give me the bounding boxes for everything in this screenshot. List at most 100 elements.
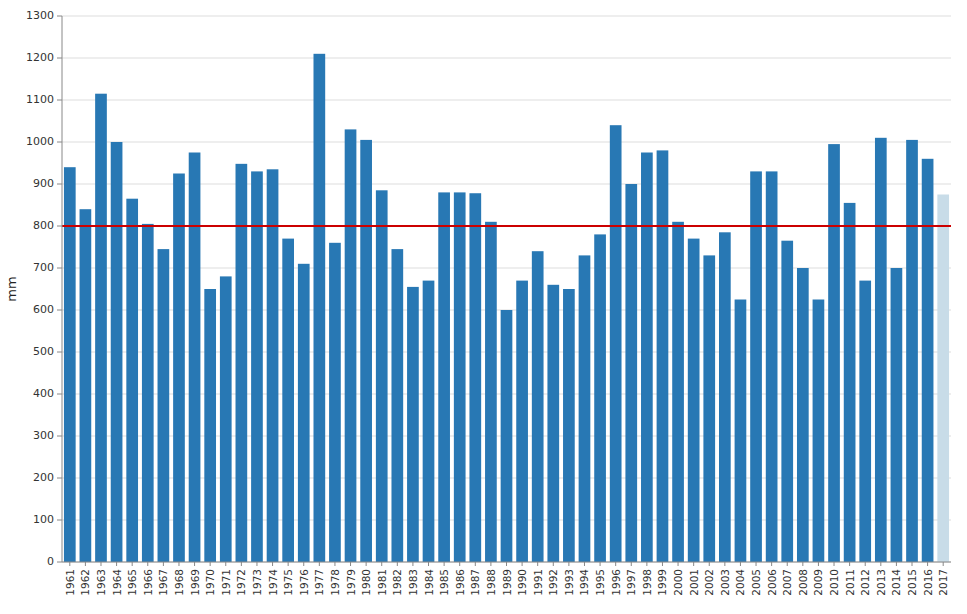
bar bbox=[875, 138, 887, 562]
y-tick bbox=[57, 58, 62, 59]
x-tick-label: 1993 bbox=[563, 569, 575, 596]
x-tick bbox=[490, 562, 491, 566]
bar bbox=[735, 300, 747, 563]
x-tick-label: 1997 bbox=[625, 569, 637, 596]
y-tick-label: 800 bbox=[33, 219, 54, 232]
y-tick bbox=[57, 352, 62, 353]
bar bbox=[688, 239, 700, 562]
x-tick bbox=[69, 562, 70, 566]
x-tick-label: 1977 bbox=[313, 569, 325, 596]
x-tick-label: 2000 bbox=[672, 569, 684, 596]
grid-line bbox=[62, 16, 951, 17]
x-tick bbox=[740, 562, 741, 566]
bar bbox=[407, 287, 419, 562]
y-tick-label: 1100 bbox=[26, 93, 54, 106]
x-tick-label: 2012 bbox=[859, 569, 871, 596]
x-tick bbox=[896, 562, 897, 566]
x-tick bbox=[272, 562, 273, 566]
x-tick bbox=[880, 562, 881, 566]
x-tick-label: 1968 bbox=[173, 569, 185, 596]
bar bbox=[719, 232, 731, 562]
y-axis-line bbox=[62, 16, 63, 562]
x-tick bbox=[678, 562, 679, 566]
x-tick bbox=[256, 562, 257, 566]
reference-line bbox=[62, 225, 951, 227]
x-tick-label: 1990 bbox=[516, 569, 528, 596]
x-tick bbox=[506, 562, 507, 566]
x-tick-label: 1979 bbox=[345, 569, 357, 596]
x-tick-label: 2016 bbox=[922, 569, 934, 596]
x-tick bbox=[522, 562, 523, 566]
y-tick-label: 1000 bbox=[26, 135, 54, 148]
x-tick-label: 2008 bbox=[797, 569, 809, 596]
x-tick bbox=[381, 562, 382, 566]
bar bbox=[173, 174, 185, 563]
x-tick-label: 2004 bbox=[734, 569, 746, 596]
y-tick-label: 0 bbox=[47, 555, 54, 568]
bar bbox=[345, 129, 357, 562]
bar bbox=[267, 169, 279, 562]
bar bbox=[563, 289, 575, 562]
x-tick-label: 1999 bbox=[656, 569, 668, 596]
x-tick bbox=[771, 562, 772, 566]
x-tick bbox=[912, 562, 913, 566]
bar bbox=[641, 153, 653, 563]
bar bbox=[485, 222, 497, 562]
x-tick-label: 1983 bbox=[407, 569, 419, 596]
x-tick bbox=[366, 562, 367, 566]
x-tick bbox=[288, 562, 289, 566]
bar bbox=[937, 195, 949, 563]
x-tick-label: 1971 bbox=[220, 569, 232, 596]
x-tick bbox=[459, 562, 460, 566]
x-tick bbox=[646, 562, 647, 566]
grid-line bbox=[62, 142, 951, 143]
x-tick-label: 1975 bbox=[282, 569, 294, 596]
x-tick bbox=[631, 562, 632, 566]
x-tick-label: 2003 bbox=[719, 569, 731, 596]
bar bbox=[922, 159, 934, 562]
x-tick-label: 2005 bbox=[750, 569, 762, 596]
x-tick-label: 1994 bbox=[578, 569, 590, 596]
y-axis-label: mm bbox=[4, 276, 19, 301]
x-tick-label: 1961 bbox=[64, 569, 76, 596]
x-tick bbox=[756, 562, 757, 566]
x-tick bbox=[709, 562, 710, 566]
bar bbox=[189, 153, 201, 563]
bar bbox=[126, 199, 138, 562]
x-tick-label: 1991 bbox=[532, 569, 544, 596]
bar bbox=[501, 310, 513, 562]
x-tick-label: 2002 bbox=[703, 569, 715, 596]
bar bbox=[329, 243, 341, 562]
bar bbox=[813, 300, 825, 563]
x-tick-label: 1996 bbox=[610, 569, 622, 596]
x-tick bbox=[834, 562, 835, 566]
grid-line bbox=[62, 226, 951, 227]
x-tick-label: 2017 bbox=[937, 569, 949, 596]
x-tick-label: 1963 bbox=[95, 569, 107, 596]
x-tick-label: 2014 bbox=[890, 569, 902, 596]
x-tick-label: 1992 bbox=[547, 569, 559, 596]
y-tick bbox=[57, 142, 62, 143]
x-tick-label: 1962 bbox=[79, 569, 91, 596]
bar bbox=[797, 268, 809, 562]
y-axis: 0100200300400500600700800900100011001200… bbox=[26, 9, 951, 568]
x-tick-label: 1998 bbox=[641, 569, 653, 596]
y-tick-label: 100 bbox=[33, 513, 54, 526]
bar bbox=[313, 54, 325, 562]
x-tick-label: 1980 bbox=[360, 569, 372, 596]
x-tick bbox=[147, 562, 148, 566]
x-tick-label: 1989 bbox=[501, 569, 513, 596]
x-tick-label: 1969 bbox=[189, 569, 201, 596]
grid-line bbox=[62, 58, 951, 59]
bar bbox=[579, 255, 591, 562]
bar bbox=[828, 144, 840, 562]
bar bbox=[282, 239, 294, 562]
bar bbox=[376, 190, 388, 562]
bar bbox=[438, 192, 450, 562]
y-tick-label: 1200 bbox=[26, 51, 54, 64]
x-tick bbox=[615, 562, 616, 566]
x-tick bbox=[584, 562, 585, 566]
x-tick-label: 1981 bbox=[376, 569, 388, 596]
x-axis: 1961196219631964196519661967196819691970… bbox=[64, 562, 949, 596]
x-tick-label: 2013 bbox=[875, 569, 887, 596]
